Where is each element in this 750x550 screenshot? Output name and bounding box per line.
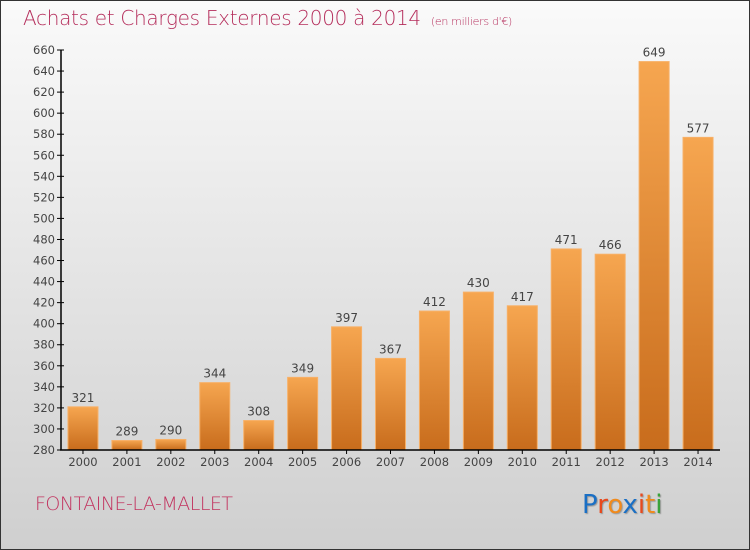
data-label-2005: 349 (291, 361, 314, 375)
bar-2002 (155, 438, 187, 451)
bar-2006 (331, 326, 363, 451)
logo-letter: o (607, 490, 623, 520)
title-text: Achats et Charges Externes 2000 à 2014 (23, 6, 421, 30)
data-label-2003: 344 (203, 367, 226, 381)
data-label-2006: 397 (335, 311, 358, 325)
data-label-2011: 471 (555, 233, 578, 247)
bar-2001 (111, 440, 143, 451)
x-tick-label: 2010 (508, 455, 537, 469)
x-tick-label: 2009 (464, 455, 493, 469)
y-tick-label: 360 (33, 359, 55, 373)
data-label-2008: 412 (423, 295, 446, 309)
town-name: FONTAINE-LA-MALLET (35, 493, 233, 515)
y-tick-label: 560 (33, 148, 55, 162)
x-tick-label: 2001 (112, 455, 141, 469)
data-label-2000: 321 (72, 391, 95, 405)
y-tick-label: 500 (33, 211, 55, 225)
y-tick-label: 460 (33, 254, 55, 268)
bar-2008 (418, 310, 450, 451)
y-tick-label: 580 (33, 127, 55, 141)
y-tick-label: 380 (33, 338, 55, 352)
logo-letter: r (597, 490, 608, 520)
logo-letter: P (582, 490, 598, 520)
y-tick-label: 400 (33, 317, 55, 331)
y-tick-label: 540 (33, 169, 55, 183)
data-label-2013: 649 (643, 46, 666, 60)
data-label-2002: 290 (159, 423, 182, 437)
x-tick-label: 2012 (596, 455, 625, 469)
bar-2000 (67, 406, 99, 451)
x-tick-label: 2011 (552, 455, 581, 469)
data-label-2004: 308 (247, 405, 270, 419)
data-label-2010: 417 (511, 290, 534, 304)
y-tick-label: 480 (33, 232, 55, 246)
logo-letter: x (622, 490, 638, 520)
data-label-2007: 367 (379, 342, 402, 356)
y-tick-label: 520 (33, 190, 55, 204)
chart-title: Achats et Charges Externes 2000 à 2014 (e… (23, 6, 512, 30)
x-tick-label: 2007 (376, 455, 405, 469)
bar-2011 (550, 248, 582, 451)
y-tick-label: 320 (33, 401, 55, 415)
x-tick-label: 2008 (420, 455, 449, 469)
x-tick-label: 2006 (332, 455, 361, 469)
y-tick-label: 640 (33, 64, 55, 78)
y-tick-label: 300 (33, 422, 55, 436)
logo-letter: i (655, 490, 663, 520)
bar-2013 (638, 61, 670, 451)
y-tick-label: 280 (33, 443, 55, 457)
x-tick-label: 2014 (683, 455, 712, 469)
logo-letter: t (645, 490, 656, 520)
data-label-2009: 430 (467, 276, 490, 290)
bar-2009 (462, 291, 494, 451)
x-tick-label: 2003 (200, 455, 229, 469)
y-tick-label: 660 (33, 43, 55, 57)
y-tick-label: 620 (33, 85, 55, 99)
x-tick-label: 2004 (244, 455, 273, 469)
bar-2012 (594, 253, 626, 451)
x-tick-label: 2000 (68, 455, 97, 469)
x-tick-label: 2005 (288, 455, 317, 469)
y-tick-label: 420 (33, 296, 55, 310)
bar-2003 (199, 382, 231, 451)
bar-2010 (506, 305, 538, 451)
bar-2007 (375, 357, 406, 451)
x-tick-label: 2002 (156, 455, 185, 469)
logo-letter: i (637, 490, 646, 520)
bar-2014 (682, 136, 714, 451)
proxiti-logo[interactable]: Proxiti (582, 490, 663, 520)
data-label-2014: 577 (687, 121, 710, 135)
bar-2004 (243, 420, 275, 451)
y-tick-label: 440 (33, 275, 55, 289)
unit-label: (en milliers d'€) (430, 15, 513, 28)
data-label-2012: 466 (599, 238, 622, 252)
x-tick-label: 2013 (639, 455, 668, 469)
bar-2005 (287, 376, 319, 451)
y-tick-label: 600 (33, 106, 55, 120)
y-tick-label: 340 (33, 380, 55, 394)
data-label-2001: 289 (115, 425, 138, 439)
